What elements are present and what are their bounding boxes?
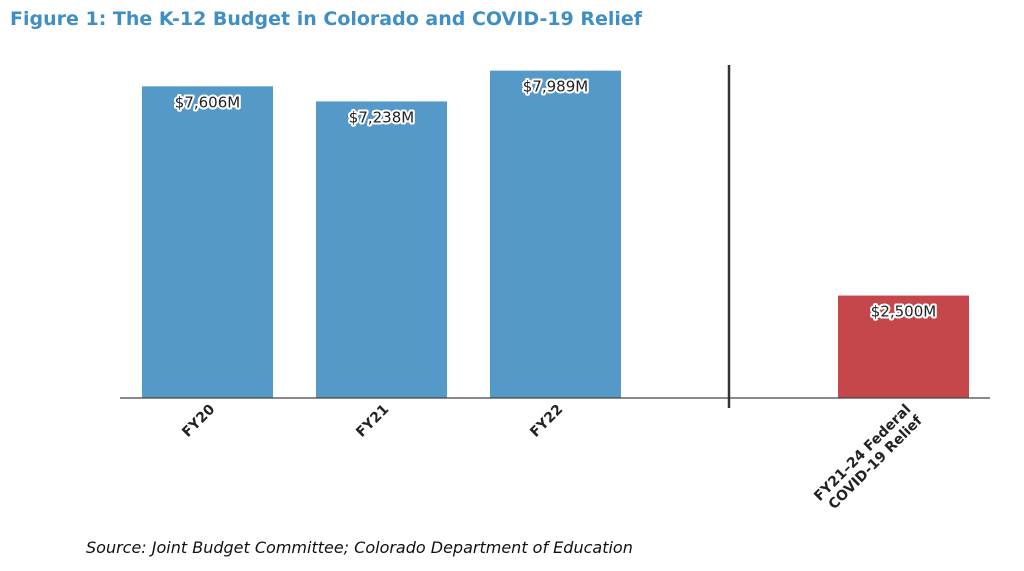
x-tick-label-3: FY22: [527, 402, 566, 441]
x-tick-label-2: FY21: [353, 402, 392, 441]
x-tick-label-line: FY21: [353, 402, 392, 441]
bar-4: [838, 295, 969, 398]
x-tick-label-line: FY20: [179, 401, 218, 440]
labels-layer: $7,606M $7,238M $7,989M $2,500M: [173, 76, 938, 323]
bar-3: [490, 70, 621, 399]
data-label-3: $7,989M: [523, 78, 588, 96]
bar-2: [316, 101, 447, 399]
data-label-1: $7,606M: [175, 93, 240, 111]
x-tick-label-line: FY21–24 Federal: [811, 402, 914, 505]
tick-labels-layer: FY20 FY21 FY22 FY21–24 FederalCOVID-19 Reli…: [179, 401, 926, 516]
bars-layer: [142, 70, 969, 399]
x-tick-label-line: FY22: [527, 402, 566, 441]
data-label-4: $2,500M: [871, 303, 936, 321]
bar-1: [142, 86, 273, 399]
source-note: Source: Joint Budget Committee; Colorado…: [86, 538, 633, 557]
data-label-2: $7,238M: [349, 108, 414, 126]
x-tick-label-1: FY20: [179, 401, 218, 440]
figure-title: Figure 1: The K-12 Budget in Colorado an…: [10, 8, 643, 30]
x-tick-label-4: FY21–24 FederalCOVID-19 Relief: [811, 401, 926, 516]
